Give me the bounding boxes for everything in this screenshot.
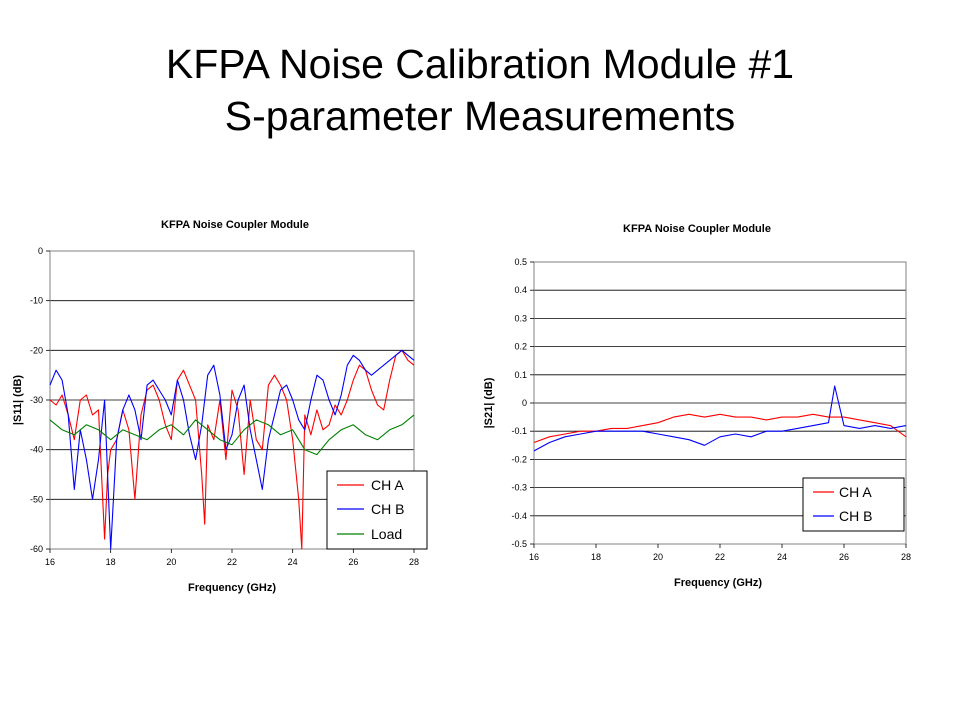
legend-label-ch-a: CH A [839,484,872,500]
y-tick-label: 0.1 [514,370,527,380]
s21-chart: KFPA Noise Coupler Module 0.5 0.4 0.3 0.2 0.… [472,210,932,600]
x-tick-label: 18 [591,552,601,562]
x-tick-label: 20 [653,552,663,562]
y-tick-label: -0.5 [511,539,527,549]
series-line-ch-a [49,349,415,550]
y-tick-label: -0.4 [511,511,527,521]
series-line-ch-a [533,413,907,444]
y-tick-label: 0 [38,246,43,256]
s21-chart-svg: KFPA Noise Coupler Module 0.5 0.4 0.3 0.2 0.… [483,223,911,589]
y-tick-label: -0.1 [511,426,527,436]
x-tick-label: 18 [106,557,116,567]
y-tick-label: -0.2 [511,454,527,464]
y-tick-label: -40 [30,445,43,455]
y-tick-label: 0.5 [514,257,527,267]
legend-label-ch-b: CH B [371,501,404,517]
x-axis-label: Frequency (GHz) [674,577,762,589]
x-tick-label: 26 [839,552,849,562]
legend-box [326,470,428,550]
s11-chart: KFPA Noise Coupler Module 0 -10 -20 -30 -40 -… [0,205,440,605]
y-tick-label: -0.3 [511,483,527,493]
x-tick-label: 26 [348,557,358,567]
y-tick-label: -60 [30,544,43,554]
y-axis-label: |S21| (dB) [483,377,495,428]
slide-title: KFPA Noise Calibration Module #1 S-param… [0,38,960,142]
series-line-load [49,414,415,456]
x-tick-label: 22 [227,557,237,567]
series-line-ch-b [533,385,907,452]
slide-title-line-2: S-parameter Measurements [224,93,736,139]
legend-box [802,477,905,532]
legend-label-ch-b: CH B [839,508,872,524]
x-axis-label: Frequency (GHz) [188,582,276,594]
legend: CH A CH B [802,477,905,532]
legend-label-load: Load [371,526,402,542]
x-tick-label: 28 [409,557,419,567]
y-tick-label: 0.4 [514,285,527,295]
y-tick-label: 0.2 [514,342,527,352]
s11-chart-svg: KFPA Noise Coupler Module 0 -10 -20 -30 -40 -… [12,219,428,594]
y-tick-label: -50 [30,494,43,504]
x-tick-label: 24 [777,552,787,562]
y-axis-label: |S11| (dB) [12,375,24,426]
x-tick-label: 20 [166,557,176,567]
x-tick-label: 16 [529,552,539,562]
slide-title-line-1: KFPA Noise Calibration Module #1 [165,41,795,87]
x-tick-label: 24 [288,557,298,567]
legend: CH A CH B Load [326,470,428,550]
y-tick-label: -30 [30,395,43,405]
legend-label-ch-a: CH A [371,477,404,493]
series-line-ch-b [49,349,415,550]
x-tick-label: 28 [901,552,911,562]
y-tick-label: 0 [522,398,527,408]
chart-title: KFPA Noise Coupler Module [161,219,309,231]
chart-title: KFPA Noise Coupler Module [623,223,771,235]
x-tick-label: 16 [45,557,55,567]
y-tick-label: -20 [30,345,43,355]
y-tick-label: 0.3 [514,313,527,323]
y-tick-label: -10 [30,296,43,306]
x-tick-label: 22 [715,552,725,562]
